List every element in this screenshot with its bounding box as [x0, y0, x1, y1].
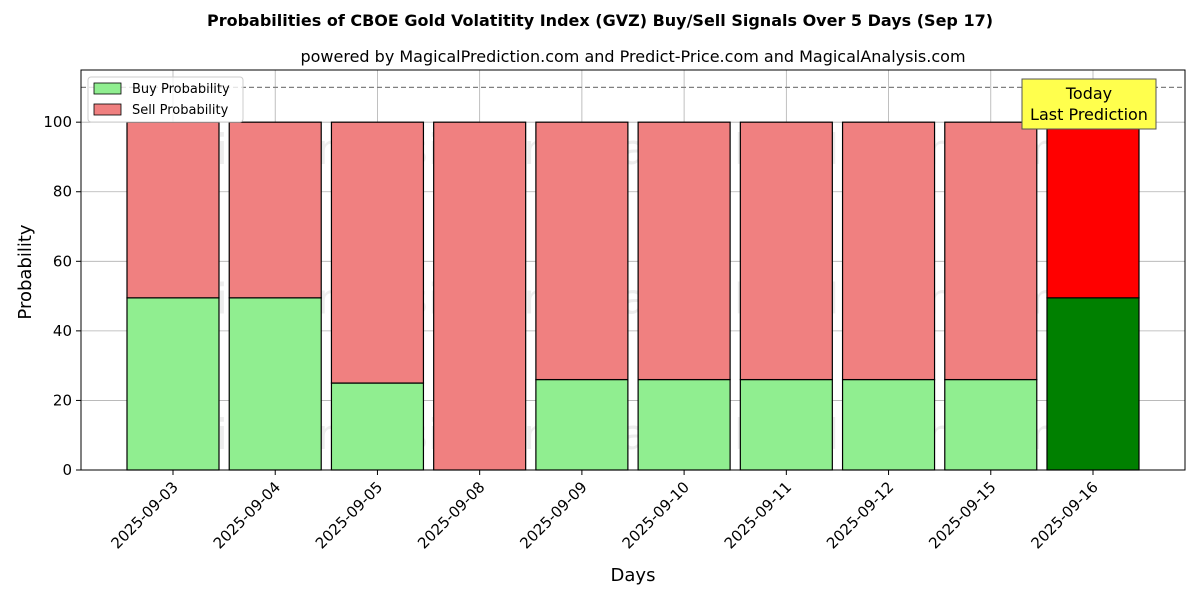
y-tick-label: 60 — [53, 252, 72, 270]
x-tick-label: 2025-09-09 — [516, 478, 590, 552]
y-axis-ticks: 0 20 40 60 80 100 — [43, 113, 81, 479]
chart-title: Probabilities of CBOE Gold Volatitity In… — [207, 11, 993, 30]
x-tick-label: 2025-09-04 — [210, 478, 284, 552]
bars — [126, 121, 1140, 471]
bar-buy — [739, 378, 833, 471]
x-tick-label: 2025-09-05 — [312, 478, 386, 552]
x-tick-label: 2025-09-16 — [1027, 478, 1101, 552]
y-tick-label: 100 — [43, 113, 72, 131]
bar-sell — [841, 121, 936, 381]
legend-swatch-sell — [93, 103, 122, 116]
x-axis-ticks: 2025-09-03 2025-09-04 2025-09-05 2025-09-08… — [107, 470, 1102, 552]
legend-label-buy: Buy Probability — [132, 82, 230, 97]
legend-swatch-buy — [93, 82, 122, 95]
bar-sell — [433, 121, 527, 471]
x-tick-label: 2025-09-15 — [925, 478, 999, 552]
x-tick-label: 2025-09-12 — [823, 478, 897, 552]
y-axis-label: Probability — [15, 224, 36, 319]
bar-sell — [739, 121, 833, 381]
y-tick-label: 20 — [53, 391, 72, 409]
chart-subtitle: powered by MagicalPrediction.com and Pre… — [300, 47, 965, 66]
bar-sell — [126, 121, 220, 299]
bar-sell — [330, 121, 425, 384]
bar-sell — [228, 121, 322, 299]
bar-buy — [944, 378, 1038, 471]
bar-sell — [1046, 121, 1140, 299]
bar-buy — [535, 378, 629, 471]
plot-frame — [80, 69, 1186, 471]
x-tick-label: 2025-09-11 — [721, 478, 795, 552]
last-prediction-label: Last Prediction — [1030, 105, 1148, 124]
bar-buy — [1046, 297, 1140, 471]
x-tick-label: 2025-09-08 — [414, 478, 488, 552]
legend-frame — [87, 76, 244, 123]
y-tick-label: 80 — [53, 183, 72, 201]
bar-sell — [637, 121, 731, 381]
today-annotation-box — [1021, 78, 1157, 130]
x-tick-label: 2025-09-10 — [619, 478, 693, 552]
bar-buy — [228, 297, 322, 471]
bar-buy — [841, 378, 936, 471]
legend: Buy Probability Sell Probability — [87, 76, 244, 123]
today-annotation: Today Last Prediction — [1021, 78, 1157, 130]
legend-label-sell: Sell Probability — [132, 103, 229, 118]
x-axis-label: Days — [611, 565, 656, 586]
y-tick-label: 40 — [53, 322, 72, 340]
bar-buy — [126, 297, 220, 471]
y-tick-label: 0 — [62, 461, 72, 479]
bar-sell — [535, 121, 629, 381]
bar-buy — [330, 382, 425, 471]
bar-buy — [637, 378, 731, 471]
today-label: Today — [1065, 84, 1112, 103]
bar-sell — [944, 121, 1038, 381]
x-tick-label: 2025-09-03 — [107, 478, 181, 552]
